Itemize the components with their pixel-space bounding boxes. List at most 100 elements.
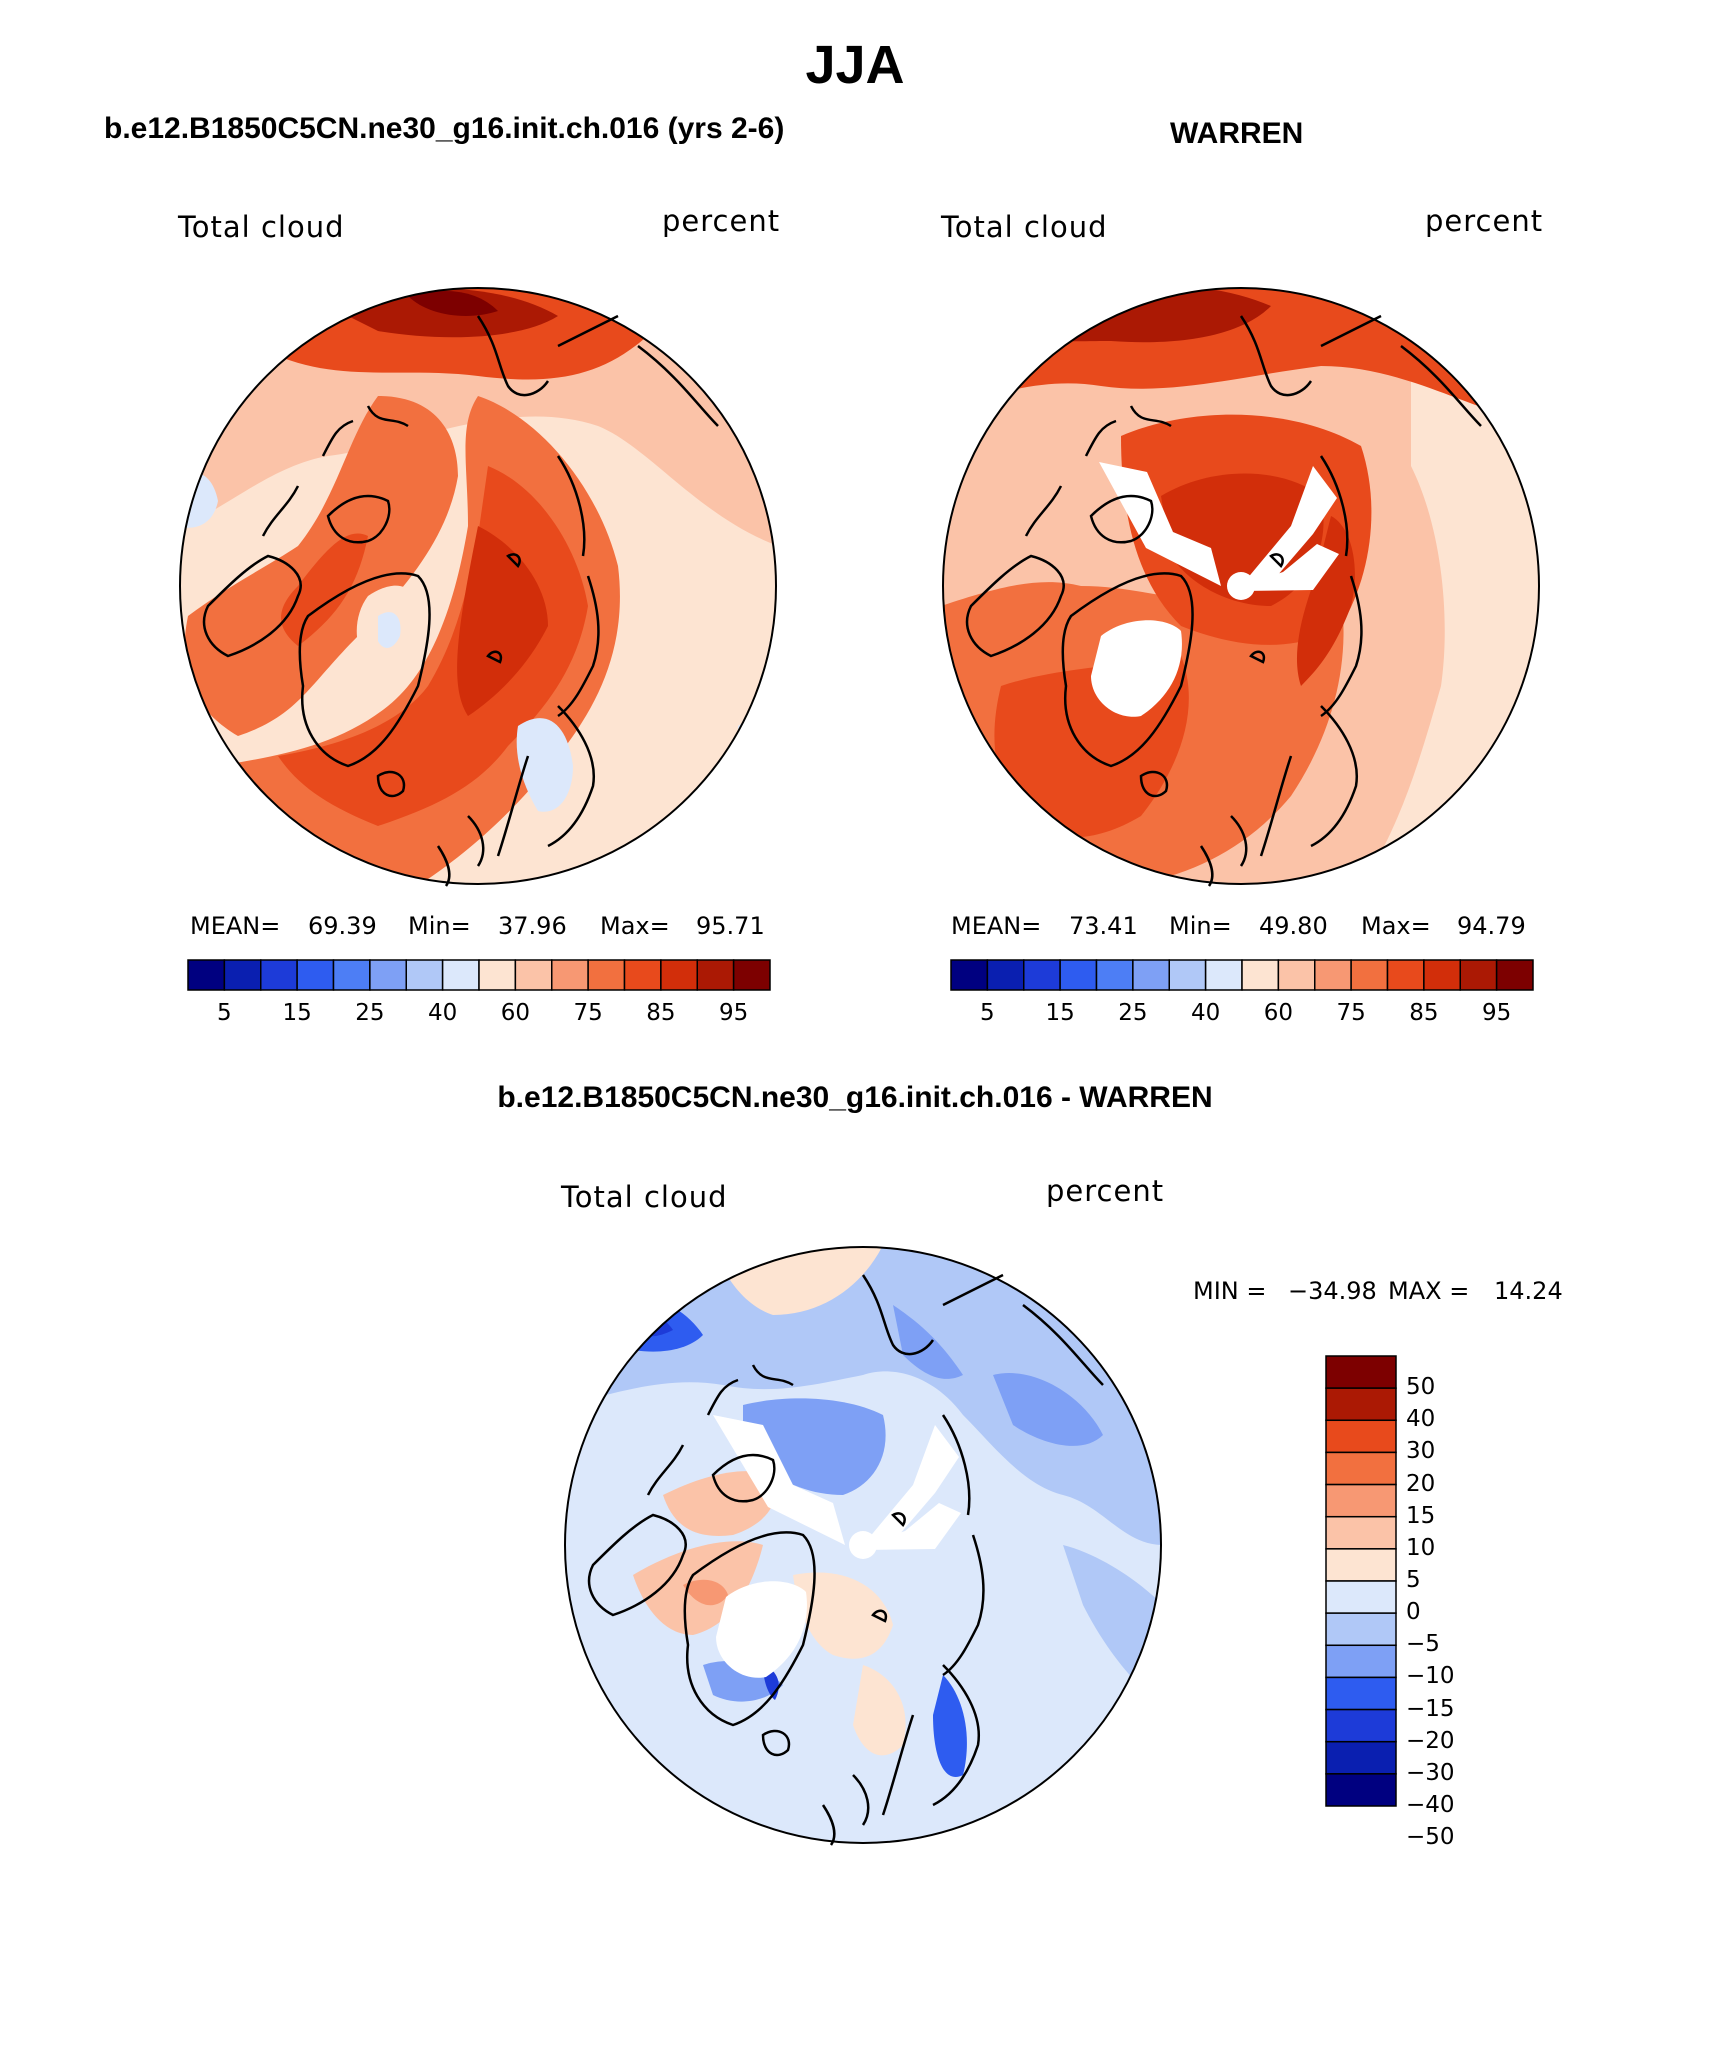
colorbar-swatch	[1495, 959, 1534, 991]
colorbar-swatch	[441, 959, 480, 991]
colorbar-tick-label: 85	[646, 1000, 676, 1026]
colorbar-swatch	[1023, 959, 1061, 991]
colorbar-swatch	[1204, 959, 1243, 991]
colorbar-swatch	[1095, 959, 1134, 991]
colorbar-swatch	[1277, 959, 1316, 991]
colorbar-tick-label: 0	[1406, 1599, 1421, 1626]
colorbar-tick-label: −50	[1406, 1824, 1455, 1851]
colorbar-swatch	[1325, 1548, 1397, 1582]
colorbar-swatch	[1325, 1580, 1397, 1614]
panel3-max-value: 14.24	[1494, 1277, 1563, 1305]
colorbar-tick-label: 95	[1481, 1000, 1512, 1026]
panel3-min-label: MIN =	[1193, 1277, 1267, 1305]
colorbar-swatch	[369, 959, 407, 991]
colorbar-swatch	[1325, 1451, 1397, 1486]
panel2-title: WARREN	[1170, 117, 1304, 150]
colorbar-swatch	[296, 959, 335, 991]
colorbar-tick-label: −15	[1406, 1695, 1455, 1722]
colorbar-tick-label: 5	[1406, 1567, 1421, 1593]
panel3-colorbar	[1325, 1355, 1397, 1807]
colorbar-tick-label: 15	[1406, 1502, 1436, 1529]
colorbar-tick-label: 40	[1190, 1000, 1221, 1026]
panel3-max-label: MAX =	[1388, 1277, 1470, 1305]
colorbar-swatch	[1325, 1740, 1397, 1775]
colorbar-swatch	[732, 959, 771, 991]
panel3-units-label: percent	[1046, 1174, 1165, 1208]
colorbar-tick-label: 5	[980, 1000, 995, 1026]
panel1-colorbar	[187, 959, 771, 991]
panel2-units-label: percent	[1425, 204, 1544, 238]
panel1-variable-label: Total cloud	[178, 210, 345, 244]
colorbar-tick-label: 30	[1406, 1438, 1436, 1465]
colorbar-tick-label: −5	[1406, 1631, 1440, 1658]
colorbar-swatch	[1325, 1483, 1397, 1518]
panel1-title: b.e12.B1850C5CN.ne30_g16.init.ch.016 (yr…	[104, 112, 785, 145]
colorbar-swatch	[623, 959, 662, 991]
panel1-mean-value: 69.39	[308, 912, 377, 940]
colorbar-tick-label: −30	[1406, 1759, 1455, 1786]
colorbar-tick-label: 10	[1406, 1534, 1436, 1561]
colorbar-tick-label: 25	[1118, 1000, 1148, 1026]
colorbar-swatch	[1325, 1612, 1397, 1647]
colorbar-swatch	[696, 959, 735, 991]
colorbar-swatch	[1325, 1387, 1397, 1422]
panel2-max-label: Max=	[1361, 912, 1431, 940]
panel2-min-value: 49.80	[1259, 912, 1328, 940]
colorbar-swatch	[950, 959, 989, 991]
colorbar-tick-label: 40	[427, 1000, 458, 1026]
colorbar-swatch	[332, 959, 371, 991]
colorbar-tick-label: 60	[1263, 1000, 1294, 1026]
panel1-min-value: 37.96	[498, 912, 567, 940]
panel2-coastlines	[965, 314, 1482, 887]
colorbar-swatch	[1386, 959, 1425, 991]
panel3-field	[565, 1247, 1161, 1843]
colorbar-swatch	[1459, 959, 1498, 991]
panel1-min-label: Min=	[408, 912, 471, 940]
colorbar-swatch	[514, 959, 553, 991]
colorbar-tick-label: 50	[1406, 1374, 1436, 1401]
figure-title: JJA	[805, 35, 905, 95]
colorbar-swatch	[986, 959, 1025, 991]
colorbar-swatch	[1168, 959, 1207, 991]
colorbar-tick-label: 5	[217, 1000, 232, 1026]
colorbar-swatch	[1314, 959, 1352, 991]
panel2-map	[942, 287, 1540, 887]
panel1-units-label: percent	[662, 204, 781, 238]
colorbar-swatch	[1325, 1355, 1397, 1389]
colorbar-swatch	[260, 959, 298, 991]
colorbar-tick-label: −10	[1406, 1663, 1455, 1690]
colorbar-tick-label: 15	[282, 1000, 312, 1026]
colorbar-swatch	[1132, 959, 1170, 991]
panel2-colorbar	[950, 959, 1534, 991]
colorbar-tick-label: 75	[573, 1000, 603, 1026]
panel1-map-border	[179, 287, 777, 885]
panel2-mean-label: MEAN=	[951, 912, 1042, 940]
colorbar-swatch	[1325, 1515, 1397, 1550]
colorbar-swatch	[551, 959, 589, 991]
colorbar-swatch	[1350, 959, 1389, 991]
colorbar-tick-label: 85	[1409, 1000, 1439, 1026]
colorbar-tick-label: −20	[1406, 1727, 1455, 1754]
panel2-min-label: Min=	[1169, 912, 1232, 940]
colorbar-swatch	[223, 959, 262, 991]
colorbar-tick-label: 40	[1406, 1406, 1436, 1433]
panel1-max-label: Max=	[600, 912, 670, 940]
colorbar-swatch	[1423, 959, 1461, 991]
colorbar-tick-label: 60	[500, 1000, 531, 1026]
panel1-field	[180, 288, 776, 884]
panel1-coastlines	[202, 314, 719, 887]
colorbar-swatch	[405, 959, 444, 991]
panel2-map-border	[942, 287, 1540, 885]
colorbar-tick-label: −40	[1406, 1792, 1455, 1818]
panel1-map	[179, 287, 777, 887]
colorbar-tick-label: 75	[1336, 1000, 1366, 1026]
colorbar-tick-label: 25	[355, 1000, 385, 1026]
colorbar-swatch	[187, 959, 226, 991]
panel3-map	[564, 1246, 1162, 1846]
colorbar-tick-label: 95	[718, 1000, 749, 1026]
panel3-variable-label: Total cloud	[561, 1180, 728, 1214]
colorbar-swatch	[587, 959, 626, 991]
panel2-variable-label: Total cloud	[941, 210, 1108, 244]
colorbar-swatch	[1325, 1676, 1397, 1711]
panel3-title: b.e12.B1850C5CN.ne30_g16.init.ch.016 - W…	[497, 1081, 1213, 1114]
